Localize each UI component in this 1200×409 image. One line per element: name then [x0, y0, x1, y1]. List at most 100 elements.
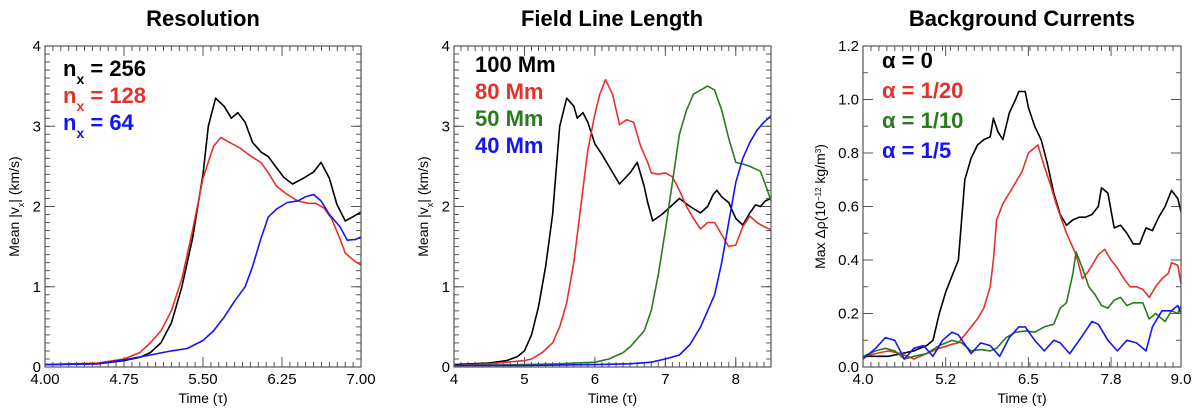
- x-axis-label: Time (τ): [178, 390, 227, 406]
- legend: α = 0 α = 1/20 α = 1/10 α = 1/5: [882, 48, 963, 163]
- x-tick-label: 4.0: [853, 371, 874, 388]
- y-tick-label: 0: [442, 359, 450, 376]
- x-tick-label: 6: [591, 371, 599, 388]
- text-segment: α = 1/10: [882, 108, 963, 133]
- legend-entry: nx = 64: [63, 110, 135, 141]
- text-segment: Time (τ): [588, 390, 637, 406]
- legend-entry: 50 Mm: [475, 106, 543, 131]
- x-axis-label: Time (τ): [588, 390, 637, 406]
- text-segment: 100 Mm: [475, 52, 556, 77]
- series-line-4: [454, 115, 772, 367]
- y-tick-label: 2: [33, 199, 41, 216]
- y-tick-label: 3: [33, 118, 41, 135]
- text-segment: n: [63, 83, 76, 108]
- text-segment: = 128: [84, 83, 146, 108]
- series-line-3: [862, 251, 1182, 360]
- text-segment: x: [16, 202, 26, 207]
- text-segment: | (km/s): [6, 156, 22, 202]
- series-line-3: [44, 193, 362, 366]
- legend-entry: 100 Mm: [475, 52, 556, 77]
- series-line-2: [862, 144, 1182, 360]
- x-tick-label: 7.00: [346, 371, 375, 388]
- text-segment: n: [63, 56, 76, 81]
- text-segment: Max Δρ(10: [812, 201, 828, 269]
- x-tick-label: 5: [520, 371, 528, 388]
- panel-3: Background Currents 4.0 5.2 6.5 7.8 9.0 0.0 0.2…: [812, 6, 1191, 406]
- y-axis-label: Mean |vx| (km/s): [415, 156, 435, 256]
- y-tick-label: 0.0: [838, 359, 859, 376]
- y-tick-label: 2: [442, 199, 450, 216]
- plot-frame: [44, 45, 362, 368]
- text-segment: | (km/s): [415, 156, 431, 202]
- text-segment: ): [812, 144, 828, 149]
- text-segment: Time (τ): [997, 390, 1046, 406]
- text-segment: 40 Mm: [475, 133, 543, 158]
- y-tick-label: 0.2: [838, 306, 859, 323]
- text-segment: −12: [814, 187, 823, 201]
- text-segment: x: [76, 71, 84, 87]
- x-tick-label: 8: [732, 371, 740, 388]
- y-tick-label: 3: [442, 118, 450, 135]
- y-tick-label: 0.8: [838, 145, 859, 162]
- x-tick-label: 4.75: [109, 371, 138, 388]
- y-axis-label: Mean |vx| (km/s): [6, 156, 26, 256]
- legend-entry: α = 1/20: [882, 78, 963, 103]
- text-segment: x: [425, 202, 435, 207]
- y-tick-label: 1: [33, 279, 41, 296]
- y-tick-label: 0.4: [838, 252, 859, 269]
- x-tick-label: 4.00: [30, 371, 59, 388]
- chart-title: Background Currents: [909, 6, 1135, 31]
- chart-title: Resolution: [146, 6, 260, 31]
- x-tick-label: 4: [450, 371, 458, 388]
- legend-entry: 80 Mm: [475, 79, 543, 104]
- plot-frame: [453, 45, 772, 368]
- text-segment: 50 Mm: [475, 106, 543, 131]
- legend-entry: 40 Mm: [475, 133, 543, 158]
- text-segment: = 64: [84, 110, 134, 135]
- legend-entry: nx = 128: [63, 83, 146, 114]
- text-segment: 80 Mm: [475, 79, 543, 104]
- x-tick-label: 5.50: [188, 371, 217, 388]
- chart-title: Field Line Length: [521, 6, 703, 31]
- text-segment: Mean |v: [415, 207, 431, 257]
- text-segment: kg/m: [812, 153, 828, 187]
- text-segment: x: [76, 98, 84, 114]
- y-axis-label: Max Δρ(10−12 kg/m3): [812, 144, 828, 269]
- series-line-1: [863, 90, 1182, 358]
- text-segment: = 256: [84, 56, 146, 81]
- x-tick-label: 6.5: [1018, 371, 1039, 388]
- text-segment: α = 0: [882, 48, 933, 73]
- text-segment: x: [76, 125, 84, 141]
- x-axis-label: Time (τ): [997, 390, 1046, 406]
- x-tick-label: 5.2: [935, 371, 956, 388]
- x-tick-label: 7: [661, 371, 669, 388]
- y-tick-label: 4: [442, 38, 450, 55]
- legend-entry: α = 0: [882, 48, 933, 73]
- series-line-1: [44, 97, 362, 366]
- series-line-2: [453, 78, 772, 367]
- y-tick-label: 4: [33, 38, 41, 55]
- legend-entry: α = 1/5: [882, 138, 951, 163]
- y-tick-label: 1.2: [838, 38, 859, 55]
- text-segment: Time (τ): [178, 390, 227, 406]
- y-tick-label: 0.6: [838, 199, 859, 216]
- y-tick-label: 1.0: [838, 92, 859, 109]
- legend-entry: nx = 256: [63, 56, 146, 87]
- legend-entry: α = 1/10: [882, 108, 963, 133]
- text-segment: Mean |v: [6, 207, 22, 257]
- text-segment: α = 1/5: [882, 138, 951, 163]
- y-tick-label: 1: [442, 279, 450, 296]
- text-segment: α = 1/20: [882, 78, 963, 103]
- x-tick-label: 7.8: [1101, 371, 1122, 388]
- y-tick-label: 0: [33, 359, 41, 376]
- series-line-4: [862, 304, 1182, 360]
- text-segment: n: [63, 110, 76, 135]
- x-tick-label: 6.25: [267, 371, 296, 388]
- plot-frame: [862, 45, 1182, 368]
- text-segment: 3: [814, 148, 823, 153]
